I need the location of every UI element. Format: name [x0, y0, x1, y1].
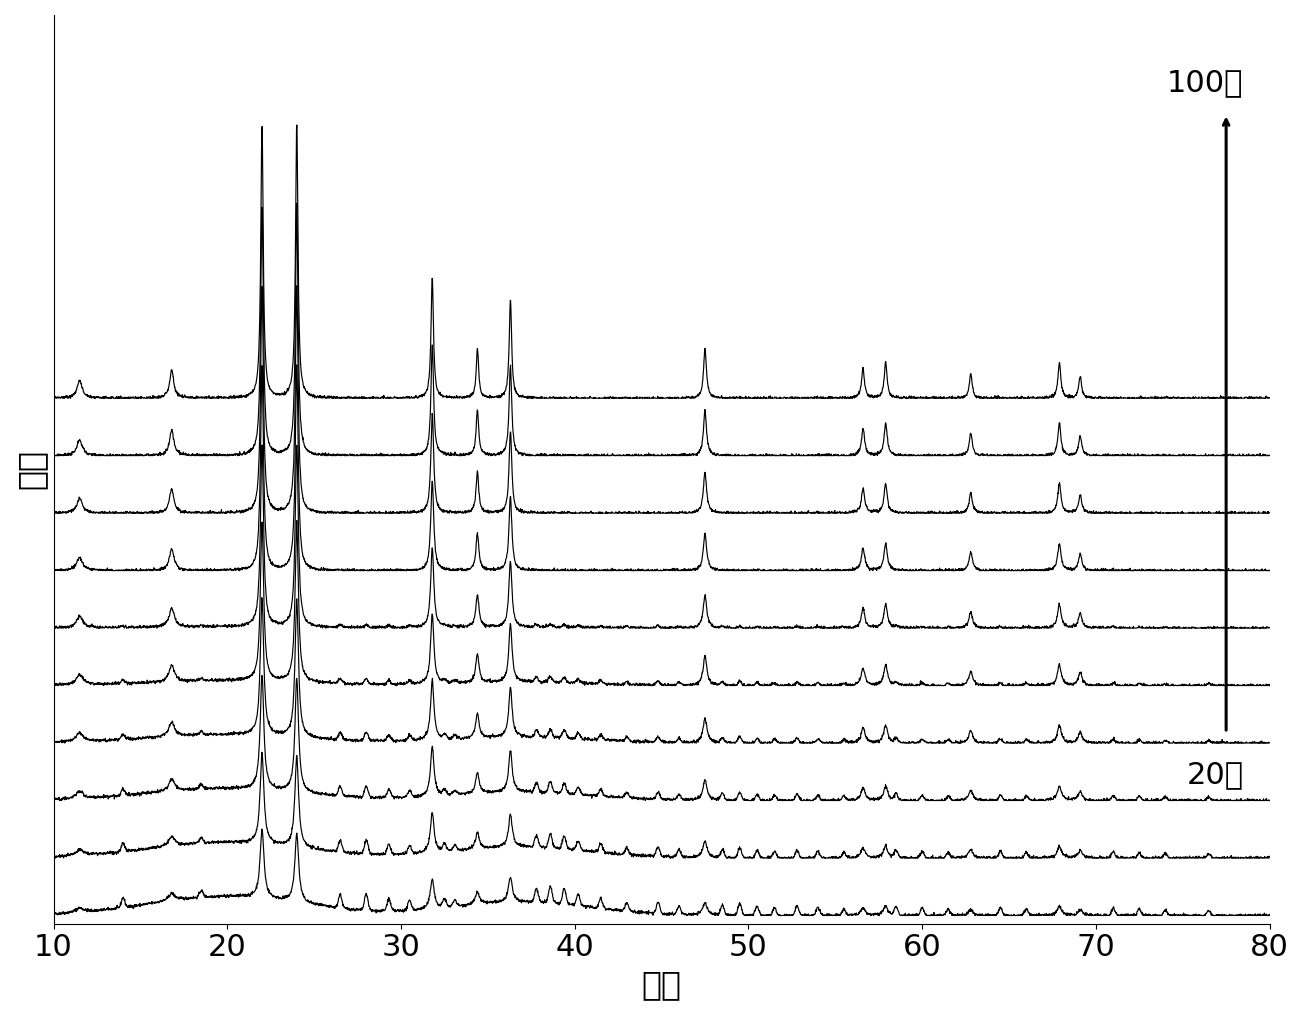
- Y-axis label: 強度: 強度: [16, 449, 48, 490]
- X-axis label: 角度: 角度: [642, 968, 682, 1001]
- Text: 100度: 100度: [1167, 68, 1244, 98]
- Text: 20度: 20度: [1187, 760, 1244, 789]
